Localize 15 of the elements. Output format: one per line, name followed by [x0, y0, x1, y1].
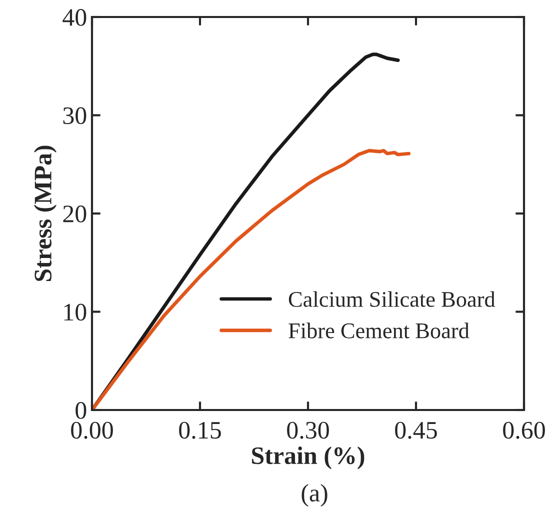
legend-label: Calcium Silicate Board — [288, 291, 496, 307]
y-tick-label: 0 — [76, 402, 86, 419]
y-tick-label: 30 — [63, 107, 86, 124]
y-axis-title: Stress (MPa) — [34, 146, 57, 282]
x-tick-label: 0.60 — [503, 422, 545, 439]
y-tick-label: 20 — [63, 206, 86, 222]
x-tick-label: 0.15 — [179, 422, 221, 439]
legend-label: Fibre Cement Board — [288, 322, 470, 338]
text: (a) — [302, 484, 328, 507]
x-tick-label: 0.30 — [287, 422, 329, 439]
y-tick-label: 40 — [62, 9, 86, 26]
y-tick-label: 10 — [64, 304, 86, 321]
x-tick-label: 0.00 — [71, 422, 113, 439]
x-tick-label: 0.45 — [395, 422, 437, 439]
x-axis-title: Strain (%) — [252, 446, 364, 470]
